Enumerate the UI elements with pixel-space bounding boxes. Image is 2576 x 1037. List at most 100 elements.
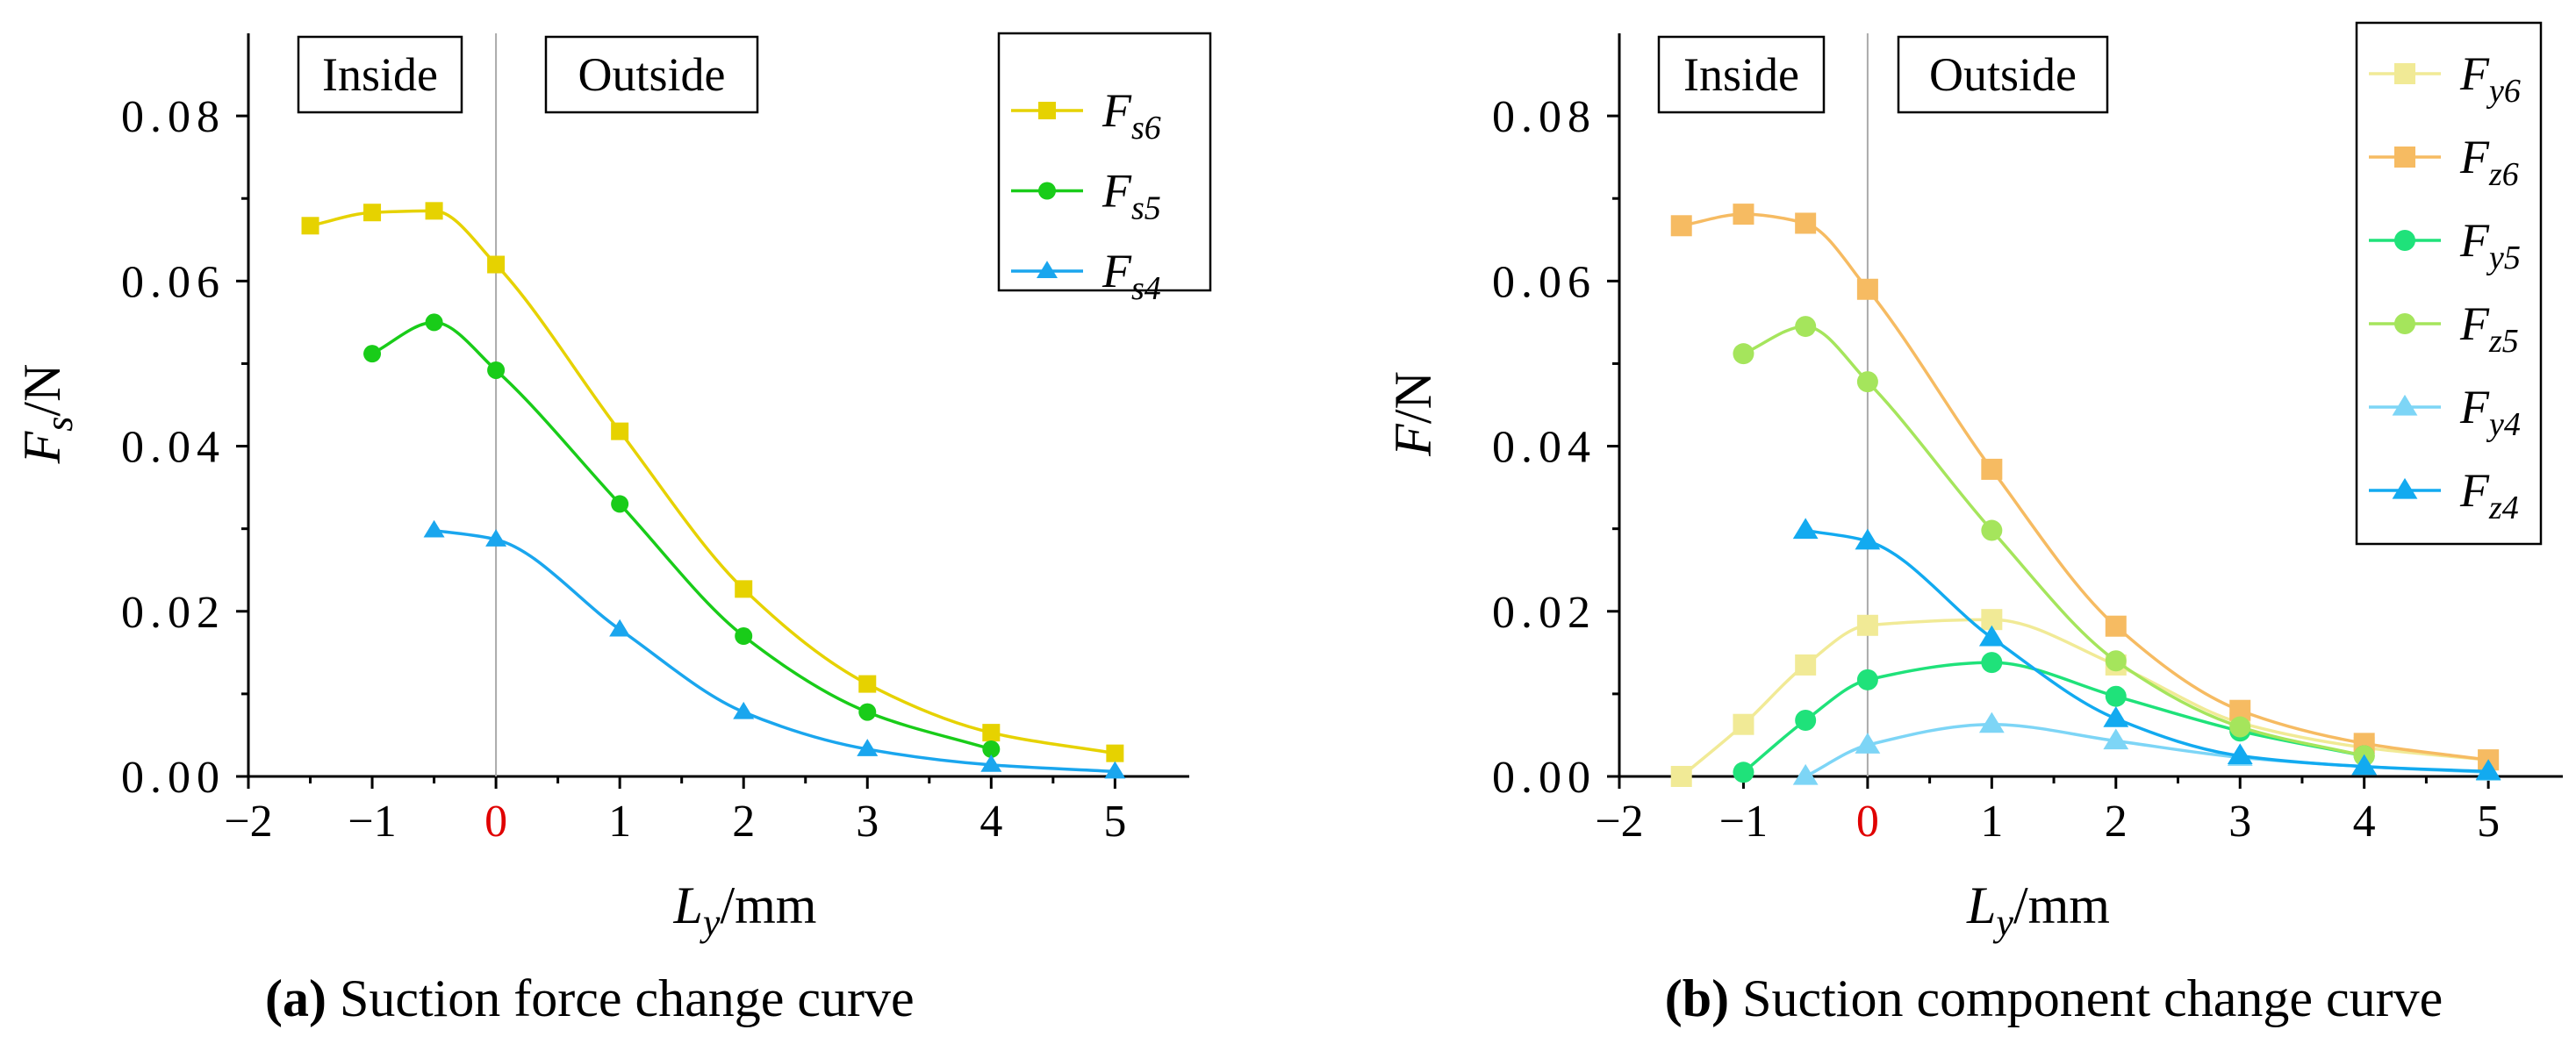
x-axis-label-unit: /mm [720, 876, 816, 934]
x-tick-label: −1 [348, 797, 396, 847]
data-point [1104, 761, 1126, 779]
data-point [363, 204, 382, 222]
x-tick-label: 3 [2228, 797, 2251, 847]
data-point [1795, 710, 1817, 732]
data-point [301, 217, 319, 235]
data-point [611, 495, 629, 513]
series-line [310, 209, 1116, 755]
panel-caption: (a) Suction force change curve [265, 969, 915, 1027]
data-point [2105, 685, 2127, 707]
x-tick-label: −2 [224, 797, 272, 847]
panel-a: −2 −1 0 1 2 3 4 5 0.00 0.02 0.04 0.06 0.08 Inside Outs… [13, 32, 1212, 1027]
data-point [982, 724, 1001, 742]
inside-label-box [1657, 35, 1826, 114]
legend-entry: Fy5 [2459, 214, 2521, 276]
legend-box [997, 32, 1212, 292]
data-point [2103, 728, 2129, 750]
legend-entry-sub: z4 [2488, 490, 2519, 526]
data-point [1792, 763, 1819, 785]
data-point [1670, 766, 1692, 787]
panel-caption-text: Suction force change curve [326, 969, 915, 1027]
inside-label: Inside [322, 48, 438, 101]
series-line [434, 528, 1116, 774]
y-tick-label: 0.00 [1492, 753, 1597, 803]
legend-entry-sub: s6 [1131, 110, 1161, 147]
y-tick-label: 0.02 [121, 588, 226, 638]
y-tick-label: 0.06 [1492, 257, 1597, 307]
outside-label: Outside [1929, 48, 2077, 101]
series-line [1680, 618, 2489, 778]
legend-marker [2392, 394, 2418, 416]
data-point [363, 345, 382, 363]
data-point [609, 619, 631, 637]
data-point [611, 422, 629, 440]
data-point [1981, 652, 2003, 674]
legend-marker [2394, 147, 2415, 168]
data-point [2475, 759, 2501, 780]
legend-marker [1038, 102, 1056, 119]
series-line [1742, 661, 2365, 774]
y-axis-label-main: F [1384, 423, 1442, 457]
outside-label-box [544, 35, 759, 114]
x-tick-label: −1 [1719, 797, 1768, 847]
data-point [425, 313, 443, 332]
series-Fz4 [1792, 518, 2501, 780]
data-point [1978, 712, 2005, 733]
legend-entry-sub: y5 [2486, 240, 2521, 276]
legend-marker [2394, 313, 2415, 334]
x-tick-label: 0 [1856, 797, 1879, 847]
y-axis-label-unit: /N [1384, 371, 1442, 424]
x-axis-label-main: L [1966, 876, 1996, 934]
legend-entry: Fs6 [1101, 84, 1161, 147]
y-tick-label: 0.02 [1492, 588, 1597, 638]
panel-caption-label: (a) [265, 969, 326, 1027]
x-tick-label: −2 [1595, 797, 1643, 847]
data-point [423, 519, 445, 538]
legend-entry: Fy4 [2459, 381, 2521, 443]
y-axis-label: F/N [1384, 371, 1442, 457]
y-axis-label: Fs/N [13, 364, 81, 465]
x-axis-label-sub: y [700, 901, 721, 944]
legend-entry-main: F [2459, 47, 2490, 100]
legend-marker [1037, 261, 1058, 278]
panel-b: −2 −1 0 1 2 3 4 5 0.00 0.02 0.04 0.06 0.08 Inside Outs… [1384, 21, 2563, 1027]
x-axis-label: Ly/mm [1966, 876, 2110, 944]
legend-entry-sub: z5 [2488, 323, 2519, 360]
data-point [733, 701, 755, 719]
data-point [485, 529, 507, 547]
legend-entry-main: F [2459, 297, 2490, 350]
data-point [2351, 754, 2378, 776]
data-point [735, 627, 753, 646]
data-point [1855, 528, 1881, 550]
data-point [1792, 518, 1819, 540]
data-point [735, 580, 753, 598]
y-tick-label: 0.06 [121, 257, 226, 307]
inside-label-box [297, 35, 463, 114]
legend-entry-main: F [2459, 381, 2490, 433]
data-point [1670, 215, 1692, 237]
legend-entry: Fz6 [2459, 131, 2519, 193]
panel-caption: (b) Suction component change curve [1665, 969, 2443, 1027]
data-point [1733, 762, 1754, 783]
y-tick-label: 0.04 [1492, 423, 1597, 473]
data-point [1733, 204, 1754, 225]
series-line [1681, 212, 2489, 762]
series-Fs5 [363, 313, 1001, 758]
data-point [1795, 212, 1817, 234]
data-point [980, 755, 1002, 772]
outside-label-box [1897, 35, 2109, 114]
legend-box [2355, 21, 2543, 546]
data-point [2105, 615, 2127, 637]
legend-entry: Fy6 [2459, 47, 2521, 110]
data-point [1981, 519, 2003, 541]
data-point [425, 202, 443, 220]
x-tick-label: 2 [2105, 797, 2128, 847]
x-tick-label: 5 [1103, 797, 1126, 847]
x-tick-label: 1 [608, 797, 631, 847]
data-point [858, 675, 877, 693]
x-tick-label: 4 [979, 797, 1002, 847]
y-tick-label: 0.04 [121, 423, 226, 473]
legend-entry-main: F [1101, 165, 1132, 218]
legend-entry-sub: s4 [1131, 270, 1161, 307]
outside-label: Outside [578, 48, 726, 101]
